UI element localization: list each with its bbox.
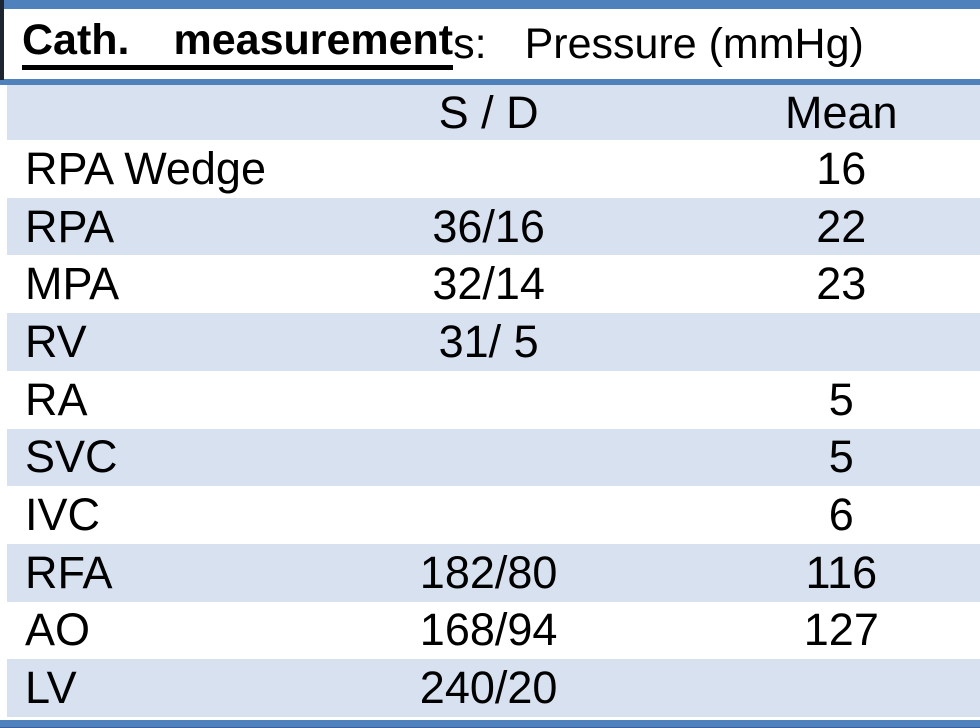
mean-value: 22 [816, 200, 867, 252]
mean-value: 16 [816, 142, 867, 194]
table-header-row: S / D Mean [7, 85, 980, 140]
table-row: RPA Wedge 16 [7, 140, 980, 198]
table-row: RA 5 [7, 370, 980, 429]
title-underlined-part: Cath. measurement [22, 15, 454, 70]
bottom-border-bar [0, 720, 980, 728]
left-edge-line [0, 0, 4, 80]
row-label: MPA [25, 258, 120, 310]
sd-value: 32/14 [432, 258, 545, 310]
row-label: SVC [25, 431, 118, 483]
top-border-bar [0, 0, 980, 9]
title-word-measurement: measurement [173, 15, 454, 64]
table-row: AO 168/94 127 [7, 601, 980, 660]
title-word-cath: Cath. [22, 15, 130, 64]
header-sd-cell: S / D [438, 86, 539, 138]
row-label: RA [25, 373, 88, 425]
table-body: RPA Wedge 16 RPA 36/16 22 MPA 32/14 23 R… [0, 140, 980, 718]
mean-value: 116 [805, 546, 878, 598]
table-row: RFA 182/80 116 [7, 543, 980, 602]
page-title: Cath. measurement s: Pressure (mmHg) [0, 9, 980, 79]
sd-value: 240/20 [419, 662, 558, 714]
mean-value: 6 [828, 489, 854, 541]
header-divider-bar [0, 79, 980, 85]
row-label: RPA Wedge [25, 142, 266, 194]
mean-value: 5 [828, 431, 854, 483]
sd-value: 31/ 5 [438, 315, 539, 367]
row-label: RPA [25, 200, 115, 252]
row-label: IVC [25, 489, 101, 541]
sd-value: 182/80 [419, 546, 558, 598]
sd-value: 36/16 [432, 200, 545, 252]
row-label: RV [25, 315, 87, 367]
table-row: SVC 5 [7, 428, 980, 487]
mean-value: 5 [828, 373, 854, 425]
table-row: IVC 6 [7, 486, 980, 544]
mean-value: 127 [803, 604, 879, 656]
row-label: RFA [25, 546, 113, 598]
table-row: LV 240/20 [7, 659, 980, 718]
table-row: MPA 32/14 23 [7, 255, 980, 314]
table-row: RPA 36/16 22 [7, 197, 980, 256]
mean-value: 23 [816, 258, 867, 310]
bottom-gap [0, 717, 980, 720]
row-label: LV [25, 662, 77, 714]
sd-value: 168/94 [419, 604, 558, 656]
row-label: AO [25, 604, 91, 656]
header-mean-cell: Mean [785, 86, 898, 138]
title-subtitle: Pressure (mmHg) [524, 19, 864, 68]
table-row: RV 31/ 5 [7, 313, 980, 371]
title-suffix: s: [453, 19, 487, 68]
